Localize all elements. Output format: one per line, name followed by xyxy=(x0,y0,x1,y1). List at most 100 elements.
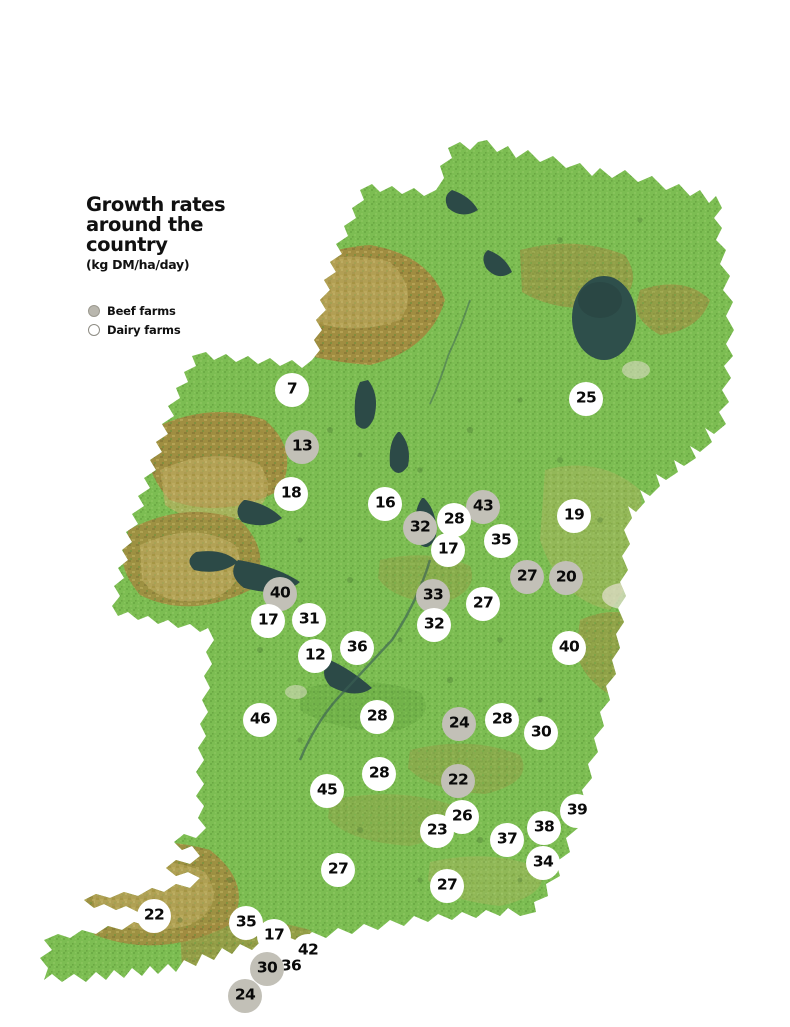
farm-marker-dairy[interactable]: 40 xyxy=(552,631,586,665)
urban-belfast xyxy=(622,361,650,379)
farm-marker-value: 40 xyxy=(269,583,291,602)
farm-marker-dairy[interactable]: 25 xyxy=(569,382,603,416)
farm-marker-value: 40 xyxy=(558,637,580,656)
farm-marker-dairy[interactable]: 19 xyxy=(557,499,591,533)
farm-marker-dairy[interactable]: 37 xyxy=(490,823,524,857)
dairy-swatch-icon xyxy=(88,324,100,336)
farm-marker-beef[interactable]: 32 xyxy=(403,511,437,545)
farm-marker-beef[interactable]: 22 xyxy=(441,764,475,798)
farm-marker-value: 36 xyxy=(280,956,302,975)
farm-marker-dairy[interactable]: 12 xyxy=(298,639,332,673)
farm-marker-value: 43 xyxy=(472,496,494,515)
farm-marker-beef[interactable]: 27 xyxy=(510,560,544,594)
farm-marker-value: 30 xyxy=(530,722,552,741)
legend-item-dairy: Dairy farms xyxy=(88,321,288,339)
farm-marker-value: 17 xyxy=(263,925,285,944)
farm-marker-dairy[interactable]: 17 xyxy=(251,604,285,638)
farm-marker-value: 16 xyxy=(374,493,396,512)
farm-marker-dairy[interactable]: 28 xyxy=(485,703,519,737)
farm-marker-dairy[interactable]: 17 xyxy=(431,533,465,567)
farm-marker-value: 34 xyxy=(532,852,554,871)
farm-marker-dairy[interactable]: 45 xyxy=(310,774,344,808)
farm-marker-value: 27 xyxy=(516,566,538,585)
farm-marker-dairy[interactable]: 28 xyxy=(362,757,396,791)
upper-lough-erne xyxy=(389,432,409,473)
lough-derg xyxy=(324,660,372,694)
lough-mask xyxy=(237,500,282,526)
farm-marker-value: 18 xyxy=(280,483,302,502)
farm-marker-beef[interactable]: 30 xyxy=(250,952,284,986)
farm-marker-value: 17 xyxy=(437,539,459,558)
farm-marker-value: 31 xyxy=(298,609,320,628)
farm-marker-value: 37 xyxy=(496,829,518,848)
farm-marker-value: 33 xyxy=(422,585,444,604)
farm-marker-beef[interactable]: 20 xyxy=(549,561,583,595)
farm-marker-value: 42 xyxy=(297,940,319,959)
terrain-antrim xyxy=(636,284,710,335)
lower-lough-erne xyxy=(354,380,376,429)
farm-marker-value: 22 xyxy=(447,770,469,789)
farm-marker-value: 12 xyxy=(304,645,326,664)
farm-marker-dairy[interactable]: 28 xyxy=(437,503,471,537)
farm-marker-dairy[interactable]: 27 xyxy=(466,587,500,621)
legend-label-dairy: Dairy farms xyxy=(107,323,181,337)
river-shannon xyxy=(298,559,432,761)
beef-swatch-icon xyxy=(88,305,100,317)
farm-marker-beef[interactable]: 43 xyxy=(466,490,500,524)
farm-marker-value: 46 xyxy=(249,709,271,728)
farm-marker-dairy[interactable]: 38 xyxy=(527,811,561,845)
farm-marker-dairy[interactable]: 16 xyxy=(368,487,402,521)
farm-marker-dairy[interactable]: 35 xyxy=(484,524,518,558)
farm-marker-dairy[interactable]: 35 xyxy=(229,906,263,940)
terrain-connemara-bright xyxy=(140,532,241,602)
farm-marker-dairy[interactable]: 17 xyxy=(257,919,291,953)
farm-marker-value: 28 xyxy=(368,763,390,782)
farm-marker-dairy[interactable]: 23 xyxy=(420,814,454,848)
farm-marker-value: 20 xyxy=(555,567,577,586)
farm-marker-dairy[interactable]: 36 xyxy=(340,631,374,665)
farm-marker-value: 36 xyxy=(346,637,368,656)
farm-marker-value: 35 xyxy=(235,912,257,931)
farm-marker-dairy[interactable]: 30 xyxy=(524,716,558,750)
lough-neagh-north xyxy=(578,282,622,318)
farm-marker-dairy[interactable]: 7 xyxy=(275,373,309,407)
farm-marker-dairy[interactable]: 46 xyxy=(243,703,277,737)
farm-marker-beef[interactable]: 24 xyxy=(442,707,476,741)
page-title: Growth rates around the country (kg DM/h… xyxy=(86,195,296,273)
farm-marker-value: 28 xyxy=(366,706,388,725)
legend-label-beef: Beef farms xyxy=(107,304,176,318)
farm-marker-value: 24 xyxy=(234,985,256,1004)
farm-marker-dairy[interactable]: 39 xyxy=(560,794,594,828)
farm-marker-value: 27 xyxy=(436,875,458,894)
farm-marker-dairy[interactable]: 18 xyxy=(274,477,308,511)
farm-marker-dairy[interactable]: 27 xyxy=(430,869,464,903)
farm-marker-beef[interactable]: 24 xyxy=(228,979,262,1013)
farm-marker-value: 45 xyxy=(316,780,338,799)
farm-marker-dairy[interactable]: 27 xyxy=(321,853,355,887)
farm-marker-value: 17 xyxy=(257,610,279,629)
farm-marker-value: 24 xyxy=(448,713,470,732)
farm-marker-beef[interactable]: 13 xyxy=(285,430,319,464)
farm-marker-dairy[interactable]: 22 xyxy=(137,899,171,933)
farm-marker-dairy[interactable]: 32 xyxy=(417,608,451,642)
northern-inlet xyxy=(445,190,478,215)
farm-marker-value: 23 xyxy=(426,820,448,839)
farm-marker-dairy[interactable]: 31 xyxy=(292,603,326,637)
farm-marker-value: 35 xyxy=(490,530,512,549)
river-north xyxy=(429,299,471,405)
title-units: (kg DM/ha/day) xyxy=(86,257,190,272)
farm-marker-value: 19 xyxy=(563,505,585,524)
farm-marker-beef[interactable]: 33 xyxy=(416,579,450,613)
lough-foyle-inlet xyxy=(483,250,512,277)
farm-marker-value: 22 xyxy=(143,905,165,924)
lough-corrib-w xyxy=(189,551,238,572)
farm-marker-dairy[interactable]: 34 xyxy=(526,846,560,880)
farm-marker-value: 25 xyxy=(575,388,597,407)
farm-marker-value: 27 xyxy=(472,593,494,612)
urban-limerick xyxy=(285,685,307,699)
title-line-1: Growth rates xyxy=(86,193,226,216)
farm-marker-dairy[interactable]: 28 xyxy=(360,700,394,734)
farm-marker-value: 27 xyxy=(327,859,349,878)
